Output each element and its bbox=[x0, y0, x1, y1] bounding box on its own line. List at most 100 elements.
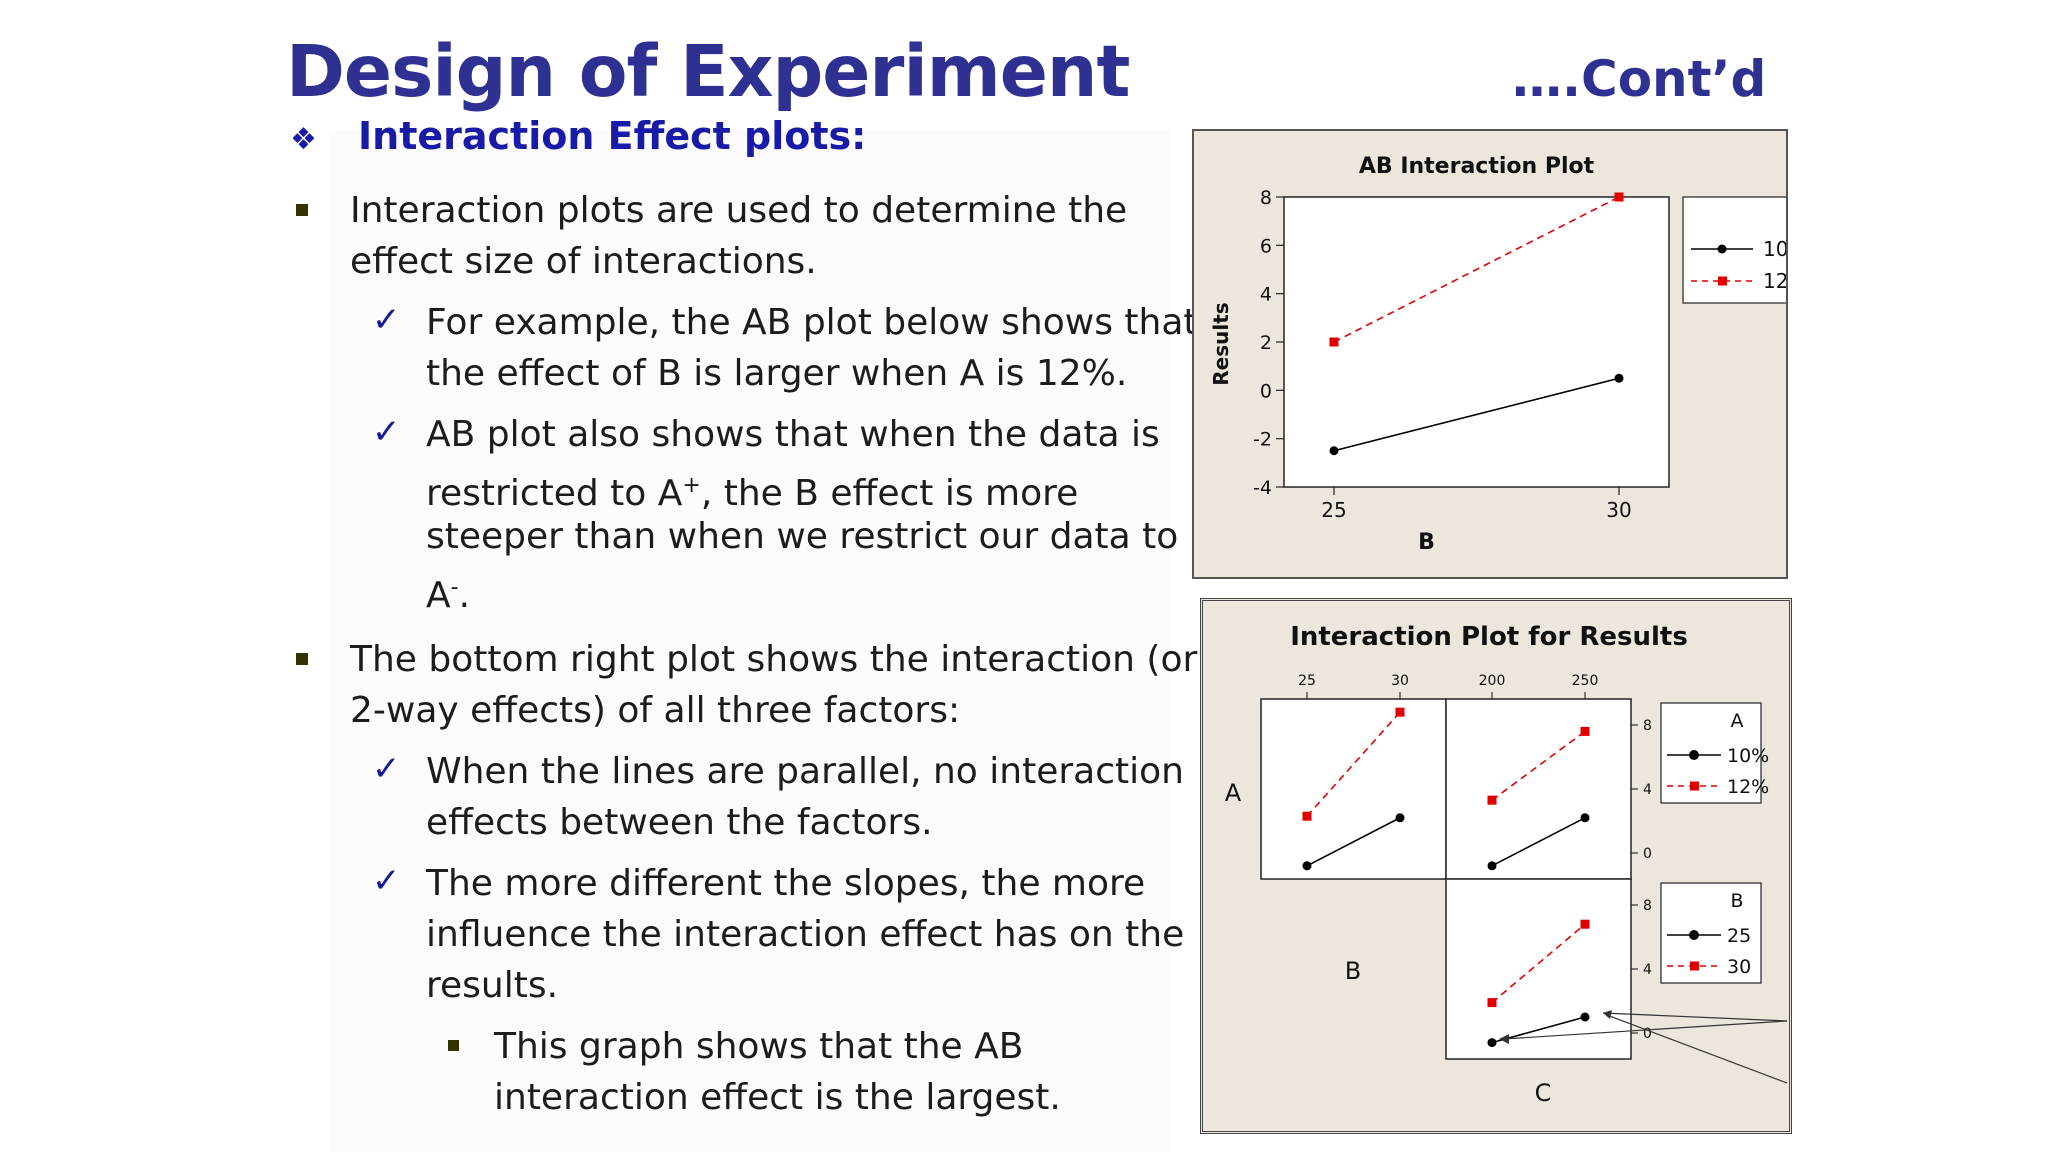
bullet-1-line-2: effect size of interactions. bbox=[350, 241, 817, 282]
chart-title: AB Interaction Plot bbox=[1359, 154, 1595, 179]
data-point bbox=[1487, 1038, 1497, 1048]
matrix-cell bbox=[1445, 878, 1632, 1060]
legend-marker bbox=[1717, 244, 1727, 254]
legend-title: B bbox=[1730, 890, 1743, 912]
matrix-cell bbox=[1260, 698, 1447, 880]
legend-marker bbox=[1689, 750, 1699, 760]
check-3-line-1: When the lines are parallel, no interact… bbox=[426, 751, 1184, 792]
check-icon: ✓ bbox=[372, 749, 401, 789]
series-line-10% bbox=[1491, 817, 1586, 867]
check-2-line-4: A-. bbox=[426, 575, 471, 616]
check-3-line-2: effects between the factors. bbox=[426, 802, 933, 843]
y-tick-label: 0 bbox=[1260, 380, 1272, 402]
data-point bbox=[1487, 861, 1497, 871]
legend-marker bbox=[1690, 961, 1699, 971]
bullet-1-line-1: Interaction plots are used to determine … bbox=[350, 190, 1128, 231]
y-tick-label: 4 bbox=[1260, 284, 1272, 306]
subheading: ❖ Interaction Effect plots: bbox=[290, 114, 866, 158]
ab-interaction-chart-panel: AB Interaction Plot -4 -2 0 2 4 6 8 25 30 B Results… bbox=[1192, 129, 1824, 579]
column-label-c: C bbox=[1535, 1079, 1552, 1107]
data-point bbox=[1395, 813, 1405, 823]
square-bullet-icon bbox=[296, 653, 308, 665]
check-1-line-2: the effect of B is larger when A is 12%. bbox=[426, 353, 1128, 394]
top-tick-label: 25 bbox=[1298, 673, 1316, 689]
data-point bbox=[1580, 919, 1590, 929]
square-bullet-icon bbox=[296, 204, 308, 216]
data-point bbox=[1302, 811, 1312, 821]
right-tick-label: 8 bbox=[1643, 718, 1652, 734]
data-point bbox=[1580, 1012, 1590, 1022]
row-label-b: B bbox=[1345, 957, 1361, 985]
x-tick-label: 25 bbox=[1321, 498, 1346, 522]
top-tick-label: 30 bbox=[1391, 673, 1409, 689]
top-tick-label: 250 bbox=[1572, 673, 1599, 689]
data-point bbox=[1580, 813, 1590, 823]
square-bullet-icon bbox=[448, 1040, 459, 1051]
check-4-line-1: The more different the slopes, the more bbox=[426, 863, 1146, 904]
legend-label: 12% bbox=[1727, 776, 1769, 798]
legend-label: 10% bbox=[1727, 745, 1769, 767]
right-tick-label: 4 bbox=[1643, 782, 1652, 798]
check-2-line-2: restricted to A+, the B effect is more bbox=[426, 473, 1079, 514]
right-tick-label: 4 bbox=[1643, 962, 1652, 978]
arrowhead-icon bbox=[1603, 1010, 1612, 1019]
y-tick-label: 8 bbox=[1260, 187, 1272, 209]
data-point bbox=[1614, 373, 1624, 383]
continued-label: ….Cont’d bbox=[1512, 50, 1767, 108]
legend-title: A bbox=[1731, 710, 1744, 732]
row-label-a: A bbox=[1225, 779, 1242, 807]
content-background bbox=[330, 130, 1170, 1152]
check-4-line-3: results. bbox=[426, 965, 559, 1006]
series-line-12% bbox=[1333, 196, 1620, 343]
data-point bbox=[1329, 446, 1339, 456]
y-tick-label: -2 bbox=[1253, 429, 1272, 451]
top-tick-label: 200 bbox=[1479, 673, 1506, 689]
series-line-10% bbox=[1333, 377, 1620, 452]
right-tick-label: 8 bbox=[1643, 898, 1652, 914]
series-line-12% bbox=[1491, 730, 1586, 801]
results-interaction-chart-panel: Interaction Plot for Results 25 30 200 250 8 4… bbox=[1200, 598, 1792, 1134]
annotation-arrow-line bbox=[1602, 1012, 1788, 1022]
bullet-2-line-2: 2-way effects) of all three factors: bbox=[350, 690, 961, 731]
data-point bbox=[1302, 861, 1312, 871]
legend-marker bbox=[1690, 781, 1699, 791]
data-point bbox=[1329, 337, 1339, 347]
legend-label: 10% bbox=[1763, 237, 1786, 261]
slide-title: Design of Experiment bbox=[286, 30, 1130, 113]
y-tick-label: 2 bbox=[1260, 332, 1272, 354]
ab-interaction-chart: AB Interaction Plot -4 -2 0 2 4 6 8 25 30 B Results… bbox=[1209, 154, 1824, 555]
annotation-arrow-line bbox=[1502, 1020, 1788, 1040]
matrix-cell bbox=[1445, 698, 1632, 880]
legend-marker bbox=[1689, 930, 1699, 940]
sub-bullet-line-2: interaction effect is the largest. bbox=[494, 1077, 1061, 1118]
data-point bbox=[1614, 192, 1624, 202]
legend-label: 12% bbox=[1763, 269, 1786, 293]
series-line-30 bbox=[1491, 923, 1586, 1004]
check-2-line-1: AB plot also shows that when the data is bbox=[426, 414, 1160, 455]
check-icon: ✓ bbox=[372, 861, 401, 901]
check-icon: ✓ bbox=[372, 300, 401, 340]
data-point bbox=[1487, 998, 1497, 1008]
subheading-text: Interaction Effect plots: bbox=[358, 114, 867, 158]
data-point bbox=[1395, 707, 1405, 717]
check-4-line-2: influence the interaction effect has on … bbox=[426, 914, 1185, 955]
sub-bullet-line-1: This graph shows that the AB bbox=[494, 1026, 1024, 1067]
series-line-10% bbox=[1306, 817, 1401, 867]
right-tick-label: 0 bbox=[1643, 846, 1652, 862]
arrowhead-icon bbox=[1499, 1034, 1509, 1044]
right-tick-label: 0 bbox=[1643, 1026, 1652, 1042]
y-tick-label: 6 bbox=[1260, 235, 1272, 257]
bullet-2-line-1: The bottom right plot shows the interact… bbox=[350, 639, 1198, 680]
legend-label: 30 bbox=[1727, 956, 1751, 978]
y-tick-label: -4 bbox=[1253, 477, 1272, 499]
x-tick-label: 30 bbox=[1606, 498, 1631, 522]
data-point bbox=[1580, 726, 1590, 736]
legend-marker bbox=[1718, 276, 1727, 286]
annotation-arrow-line bbox=[1606, 1014, 1788, 1084]
plot-area bbox=[1283, 196, 1670, 488]
diamond-bullet-icon: ❖ bbox=[290, 122, 317, 157]
legend-label: 25 bbox=[1727, 925, 1751, 947]
check-2-line-3: steeper than when we restrict our data t… bbox=[426, 516, 1179, 557]
